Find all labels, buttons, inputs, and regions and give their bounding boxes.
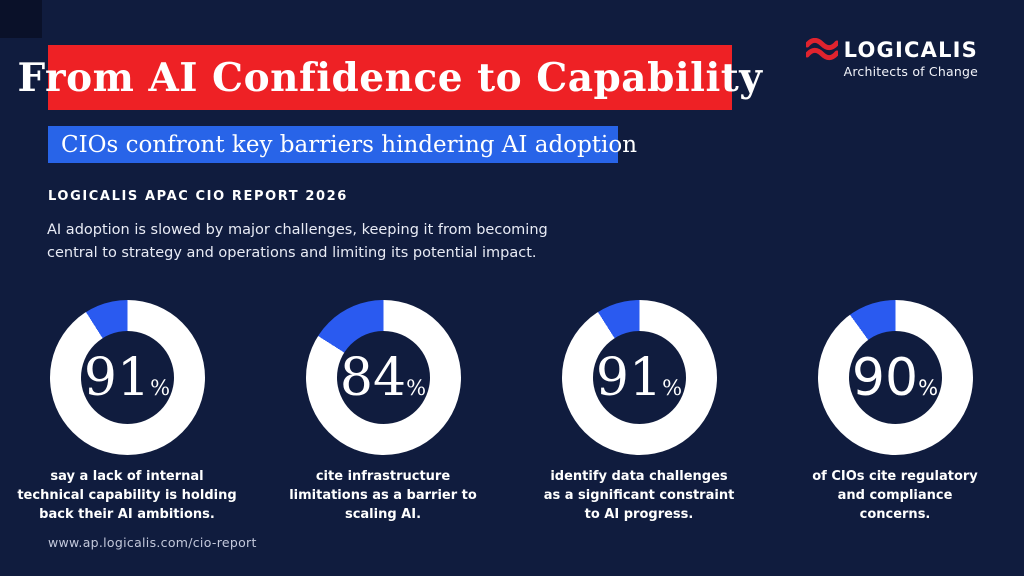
logicalis-logo: LOGICALIS Architects of Change xyxy=(805,38,978,79)
donut-hole xyxy=(592,331,686,424)
stat-value: 84% xyxy=(339,347,427,408)
logo-wordmark: LOGICALIS xyxy=(843,38,978,62)
stat-value: 90% xyxy=(851,347,939,408)
stat-caption: identify data challenges as a significan… xyxy=(543,469,735,522)
percent-sign: % xyxy=(662,375,683,400)
percent-sign: % xyxy=(406,375,427,400)
donut-hole xyxy=(80,331,174,424)
donut-chart: 91% xyxy=(49,300,205,455)
stat-card: 91% say a lack of internal technical cap… xyxy=(17,300,237,525)
subtitle-banner: CIOs confront key barriers hindering AI … xyxy=(48,126,637,163)
stat-card: 84% cite infrastructure limitations as a… xyxy=(273,300,493,525)
donut-hole xyxy=(336,331,430,424)
percent-sign: % xyxy=(918,375,939,400)
stat-caption: say a lack of internal technical capabil… xyxy=(17,469,237,522)
logo-tagline: Architects of Change xyxy=(843,64,978,79)
corner-notch-decoration xyxy=(0,0,42,38)
stat-value: 91% xyxy=(595,347,683,408)
stat-caption: cite infrastructure limitations as a bar… xyxy=(289,469,477,522)
page-subtitle: CIOs confront key barriers hindering AI … xyxy=(61,131,638,158)
donut-chart: 84% xyxy=(305,300,461,455)
donut-chart: 90% xyxy=(817,300,973,455)
report-url: www.ap.logicalis.com/cio-report xyxy=(48,535,257,550)
stat-card: 91% identify data challenges as a signif… xyxy=(529,300,749,525)
logicalis-ribbon-icon xyxy=(805,38,838,62)
donut-chart: 91% xyxy=(561,300,717,455)
percent-sign: % xyxy=(150,375,171,400)
stat-caption: of CIOs cite regulatory and compliance c… xyxy=(812,469,978,522)
report-description: AI adoption is slowed by major challenge… xyxy=(47,222,548,261)
report-label: LOGICALIS APAC CIO REPORT 2026 xyxy=(48,189,348,204)
page-title: From AI Confidence to Capability xyxy=(17,54,763,101)
stat-card: 90% of CIOs cite regulatory and complian… xyxy=(785,300,1005,525)
title-banner: From AI Confidence to Capability xyxy=(18,45,762,110)
donut-hole xyxy=(848,331,942,424)
stat-value: 91% xyxy=(83,347,171,408)
